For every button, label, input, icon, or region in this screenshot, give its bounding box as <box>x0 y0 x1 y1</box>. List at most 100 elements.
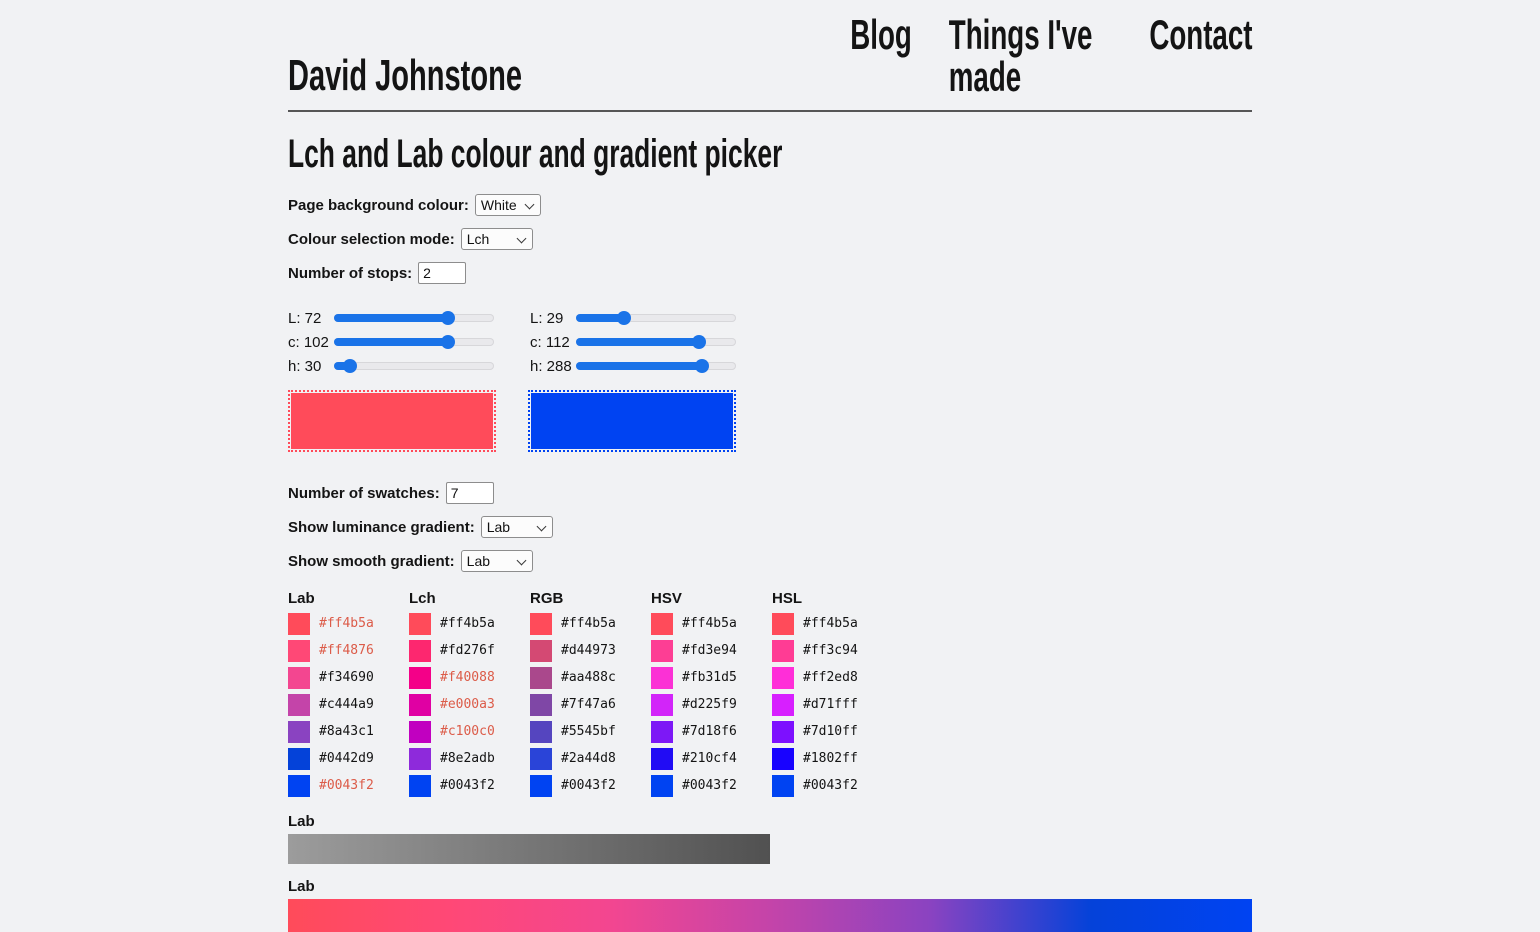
color-swatch <box>651 639 673 662</box>
luminance-gradient-select[interactable]: Lab <box>480 516 553 538</box>
slider-value-label: c: 102 <box>288 333 329 351</box>
swatch-row: #f40088 <box>409 664 530 691</box>
column-header: Lab <box>288 590 315 607</box>
slider[interactable] <box>576 359 736 373</box>
smooth-gradient-select[interactable]: Lab <box>460 550 533 572</box>
swatch-hex: #ff4b5a <box>440 616 495 631</box>
slider-value-label: h: 288 <box>530 357 572 375</box>
swatch-hex: #7d10ff <box>803 724 858 739</box>
color-swatch <box>288 666 310 689</box>
swatch-hex: #0043f2 <box>803 778 858 793</box>
stop-1-colour-swatch[interactable] <box>288 390 496 452</box>
luminance-gradient-section: Lab <box>288 813 1252 864</box>
swatch-column-hsl: HSL #ff4b5a #ff3c94 #ff2ed8 #d71fff #7d10ff #1… <box>772 590 893 799</box>
slider-fill <box>576 362 703 370</box>
swatch-hex: #d71fff <box>803 697 858 712</box>
smooth-gradient-select-wrap: Lab <box>460 550 533 572</box>
colour-mode-select[interactable]: Lch <box>460 228 533 250</box>
slider-row: L: 72 <box>288 306 494 330</box>
slider-row: c: 102 <box>288 330 494 354</box>
number-of-swatches-label: Number of swatches: <box>288 484 440 502</box>
slider-track[interactable] <box>334 362 494 370</box>
number-of-swatches-input[interactable] <box>445 482 494 504</box>
slider[interactable] <box>576 335 736 349</box>
nav-link-blog[interactable]: Blog <box>849 11 912 58</box>
site-header: David Johnstone Blog Things I've made Cont… <box>288 14 1252 112</box>
color-swatch <box>651 747 673 770</box>
luminance-gradient-select-wrap: Lab <box>480 516 553 538</box>
page-background-label: Page background colour: <box>288 196 469 214</box>
site-logo-link[interactable]: David Johnstone <box>288 54 643 98</box>
color-swatch <box>772 666 794 689</box>
slider-thumb[interactable] <box>440 311 455 325</box>
slider-value-label: h: 30 <box>288 357 322 375</box>
page-background-select[interactable]: White <box>474 194 541 216</box>
color-swatch <box>772 774 794 797</box>
slider-thumb[interactable] <box>695 359 710 373</box>
nav-link-things-i-ve-made[interactable]: Things I've made <box>948 11 1092 100</box>
color-swatch <box>288 720 310 743</box>
swatch-row: #fb31d5 <box>651 664 772 691</box>
slider[interactable] <box>334 359 494 373</box>
color-swatch <box>772 747 794 770</box>
swatch-row: #0043f2 <box>530 772 651 799</box>
swatch-hex: #f34690 <box>319 670 374 685</box>
swatch-row: #d44973 <box>530 637 651 664</box>
swatch-row: #2a44d8 <box>530 745 651 772</box>
swatch-hex: #fd3e94 <box>682 643 737 658</box>
swatch-row: #fd276f <box>409 637 530 664</box>
color-swatch <box>288 693 310 716</box>
color-swatch <box>651 720 673 743</box>
slider-row: c: 112 <box>530 330 736 354</box>
luminance-gradient-bar <box>288 834 770 864</box>
swatch-hex: #e000a3 <box>440 697 495 712</box>
color-swatch <box>409 720 431 743</box>
color-swatch <box>530 774 552 797</box>
swatch-row: #e000a3 <box>409 691 530 718</box>
page: David Johnstone Blog Things I've made Cont… <box>288 0 1252 932</box>
swatch-hex: #0043f2 <box>561 778 616 793</box>
page-title: Lch and Lab colour and gradient picker <box>288 134 1252 174</box>
page-background-row: Page background colour: White <box>288 194 1252 216</box>
nav: Blog Things I've made Contact <box>850 14 1252 98</box>
slider-row: h: 30 <box>288 354 494 378</box>
swatch-row: #1802ff <box>772 745 893 772</box>
swatch-hex: #c444a9 <box>319 697 374 712</box>
color-swatch <box>409 612 431 635</box>
slider-thumb[interactable] <box>440 335 455 349</box>
nav-wrap: Blog Things I've made Contact <box>850 14 1252 98</box>
swatch-row: #ff4876 <box>288 637 409 664</box>
swatch-row: #5545bf <box>530 718 651 745</box>
color-swatch <box>288 747 310 770</box>
slider-fill <box>576 338 700 346</box>
number-of-stops-label: Number of stops: <box>288 264 413 282</box>
swatch-hex: #aa488c <box>561 670 616 685</box>
slider[interactable] <box>576 311 736 325</box>
swatch-hex: #8e2adb <box>440 751 495 766</box>
smooth-gradient-label: Show smooth gradient: <box>288 552 455 570</box>
slider[interactable] <box>334 335 494 349</box>
column-header: HSL <box>772 590 802 607</box>
number-of-stops-input[interactable] <box>418 262 467 284</box>
slider-thumb[interactable] <box>617 311 631 325</box>
swatch-row: #0043f2 <box>772 772 893 799</box>
swatch-hex: #8a43c1 <box>319 724 374 739</box>
color-swatch <box>651 666 673 689</box>
slider-thumb[interactable] <box>343 359 357 373</box>
color-swatch <box>651 693 673 716</box>
swatch-row: #0043f2 <box>409 772 530 799</box>
swatch-hex: #d44973 <box>561 643 616 658</box>
nav-link-contact[interactable]: Contact <box>1148 11 1252 58</box>
slider-track[interactable] <box>576 314 736 322</box>
swatch-hex: #2a44d8 <box>561 751 616 766</box>
swatch-row: #7d18f6 <box>651 718 772 745</box>
swatch-row: #ff4b5a <box>530 610 651 637</box>
slider-thumb[interactable] <box>692 335 707 349</box>
color-swatch <box>409 747 431 770</box>
site-logo-text: David Johnstone <box>288 51 522 100</box>
swatch-column-lch: Lch #ff4b5a #fd276f #f40088 #e000a3 #c100c0 #8… <box>409 590 530 799</box>
number-of-swatches-row: Number of swatches: <box>288 482 1252 504</box>
stop-2-colour-swatch[interactable] <box>528 390 736 452</box>
slider[interactable] <box>334 311 494 325</box>
color-swatch <box>409 774 431 797</box>
